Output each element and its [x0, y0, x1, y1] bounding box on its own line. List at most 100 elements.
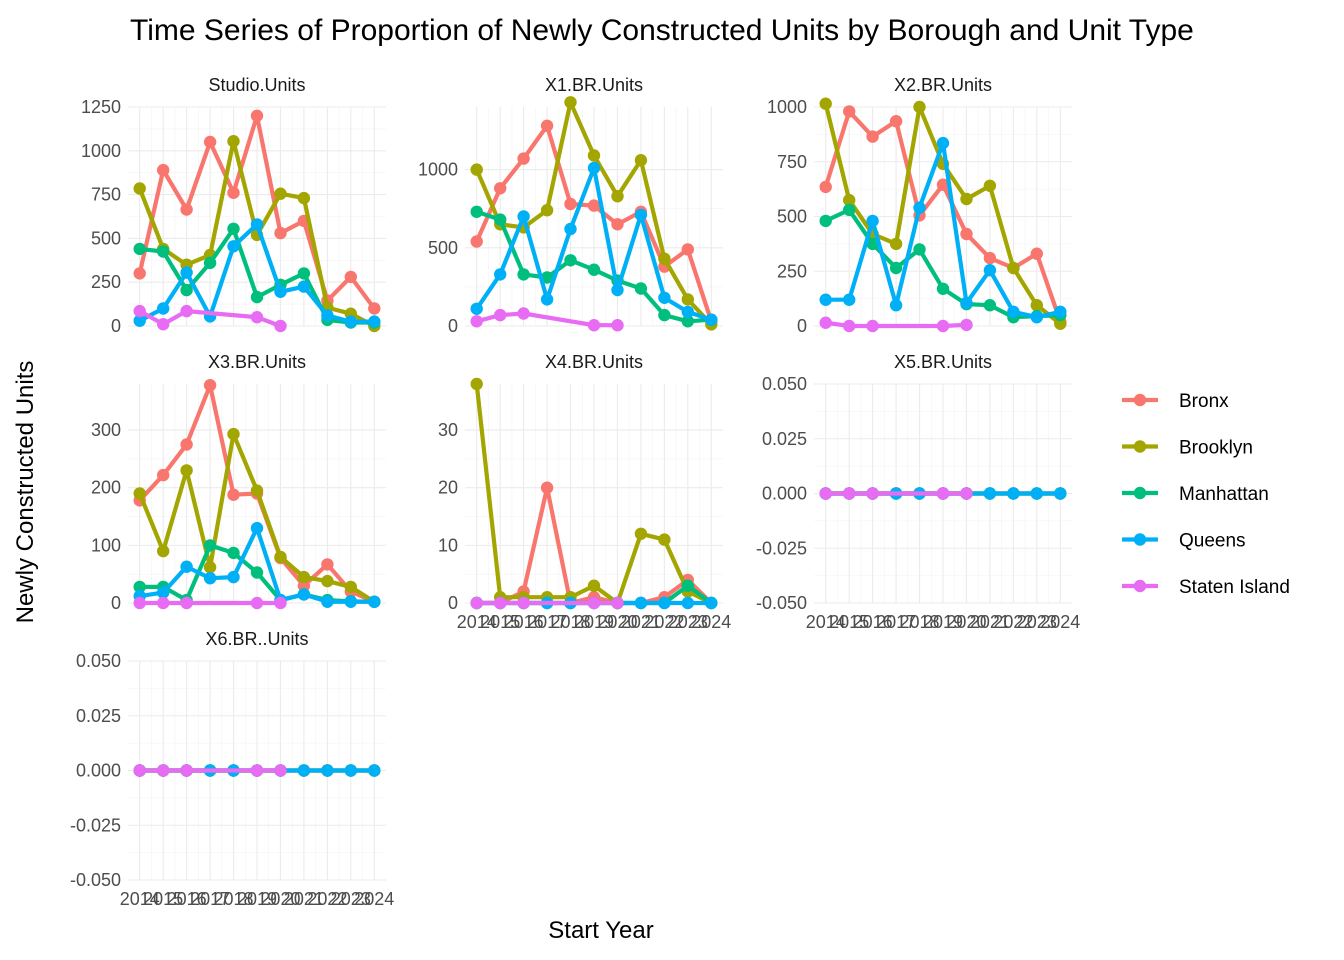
x-tick-label: 2019	[237, 889, 277, 909]
data-point-queens	[843, 293, 856, 306]
panel-x3-br-units: X3.BR.Units 0 100 200 300	[91, 352, 386, 613]
data-point-brooklyn	[157, 544, 170, 558]
y-tick-label: 500	[428, 238, 458, 258]
data-point-queens	[157, 586, 170, 599]
x-tick-label: 2019	[574, 612, 614, 632]
data-point-queens	[681, 305, 694, 319]
legend-key-point	[1133, 533, 1147, 546]
y-tick-label: 0.050	[762, 374, 807, 394]
data-point-manhattan	[494, 213, 507, 226]
series-staten-island	[470, 596, 624, 610]
data-point-queens	[180, 266, 193, 279]
data-point-manhattan	[157, 245, 170, 258]
data-point-brooklyn	[564, 96, 577, 109]
panel-title: X2.BR.Units	[894, 75, 992, 95]
data-point-staten-island	[157, 764, 170, 777]
x-tick-label: 2019	[923, 612, 963, 632]
legend-label: Brooklyn	[1179, 438, 1253, 459]
y-tick-label: 0	[448, 593, 458, 613]
data-point-bronx	[344, 270, 357, 284]
data-point-manhattan	[203, 539, 217, 552]
data-point-bronx	[960, 227, 973, 241]
data-point-queens	[494, 268, 507, 281]
data-point-staten-island	[960, 318, 973, 332]
data-point-queens	[658, 291, 671, 304]
y-tick-label: 1250	[81, 97, 121, 117]
data-point-brooklyn	[843, 193, 856, 207]
series-brooklyn	[819, 97, 1067, 330]
panel-title: X3.BR.Units	[208, 352, 306, 372]
x-tick-label: 2023	[668, 612, 708, 632]
legend-label: Staten Island	[1179, 577, 1290, 598]
panel-title: X4.BR.Units	[545, 352, 643, 372]
x-tick-label: 2017	[190, 889, 230, 909]
data-point-manhattan	[634, 282, 648, 295]
x-tick-label: 2014	[120, 889, 160, 909]
data-point-brooklyn	[658, 533, 671, 546]
data-point-queens	[297, 280, 311, 293]
x-tick-label: 2020	[946, 612, 986, 632]
facet-panels: Studio.Units025050075010001250X1.BR.Unit…	[70, 75, 1080, 909]
data-point-manhattan	[133, 580, 146, 594]
data-point-queens	[1030, 311, 1044, 324]
data-point-queens	[368, 315, 381, 328]
x-tick-label: 2024	[691, 612, 731, 632]
panel-title: X5.BR.Units	[894, 352, 992, 372]
data-point-staten-island	[157, 596, 170, 610]
data-point-manhattan	[564, 254, 577, 267]
data-point-queens	[180, 560, 193, 573]
y-tick-label: 1000	[767, 97, 807, 117]
y-axis-title: Newly Constructed Units	[12, 361, 39, 624]
legend: Bronx Brooklyn Manhattan Queens Staten Islan…	[1122, 391, 1290, 598]
data-point-manhattan	[250, 566, 264, 579]
data-point-queens	[133, 314, 146, 327]
data-point-queens	[983, 264, 997, 277]
data-point-queens	[611, 283, 624, 297]
y-tick-label: 0.000	[76, 761, 121, 781]
y-tick-label: 300	[91, 420, 121, 440]
y-tick-label: 500	[91, 228, 121, 248]
data-point-staten-island	[843, 319, 856, 333]
x-tick-label: 2022	[993, 612, 1033, 632]
data-point-queens	[540, 293, 554, 306]
data-point-brooklyn	[321, 574, 334, 588]
panel-title: Studio.Units	[208, 75, 305, 95]
data-point-queens	[321, 309, 334, 322]
series-staten-island	[133, 596, 287, 610]
series-queens	[470, 161, 718, 326]
data-point-manhattan	[866, 237, 879, 251]
data-point-staten-island	[180, 304, 193, 318]
data-point-brooklyn	[133, 487, 146, 500]
data-point-brooklyn	[1030, 299, 1044, 312]
series-brooklyn	[133, 135, 381, 333]
legend-key-point	[1133, 393, 1147, 407]
data-point-manhattan	[983, 299, 997, 312]
data-point-bronx	[681, 243, 694, 256]
data-point-manhattan	[681, 579, 694, 592]
panel-x5-br-units: X5.BR.Units -0.050 -0.025 0.000 0.025 0.050 20…	[756, 352, 1080, 632]
data-point-queens	[297, 764, 311, 777]
data-point-brooklyn	[203, 561, 217, 574]
data-point-queens	[960, 296, 973, 310]
y-tick-label: 500	[777, 207, 807, 227]
data-point-bronx	[983, 251, 997, 265]
x-tick-label: 2021	[970, 612, 1010, 632]
data-point-brooklyn	[133, 182, 146, 195]
legend-key-point	[1133, 486, 1147, 500]
y-tick-label: 1000	[81, 141, 121, 161]
data-point-queens	[681, 596, 694, 610]
legend-item-manhattan: Manhattan	[1122, 484, 1269, 505]
legend-item-staten-island: Staten Island	[1122, 577, 1290, 598]
x-tick-label: 2015	[829, 612, 869, 632]
data-point-brooklyn	[297, 570, 311, 584]
data-point-manhattan	[913, 243, 926, 256]
data-point-staten-island	[494, 308, 507, 322]
legend-label: Manhattan	[1179, 484, 1269, 505]
data-point-brooklyn	[470, 377, 483, 391]
data-point-brooklyn	[1007, 261, 1020, 275]
data-point-brooklyn	[913, 100, 926, 114]
x-tick-label: 2016	[167, 889, 207, 909]
y-tick-label: 0.050	[76, 651, 121, 671]
data-point-queens	[203, 572, 217, 585]
x-tick-label: 2017	[876, 612, 916, 632]
